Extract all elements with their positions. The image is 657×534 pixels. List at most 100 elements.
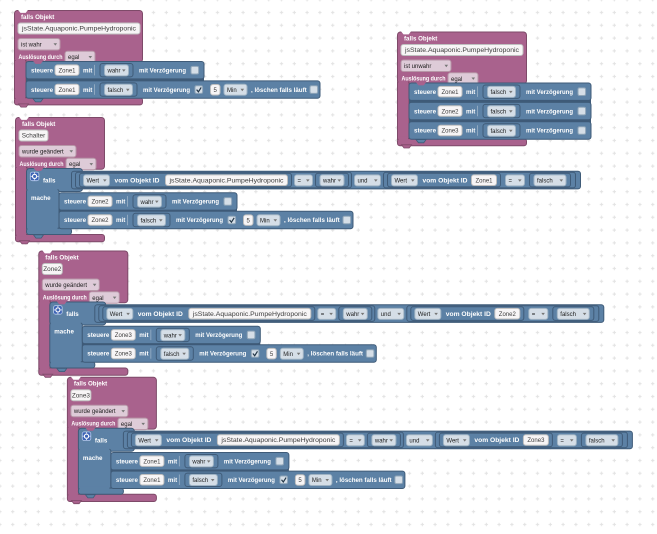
svg-text:jsState.Aquaponic.PumpeHydropo: jsState.Aquaponic.PumpeHydroponic [192, 312, 307, 318]
svg-text:=: = [298, 179, 302, 185]
svg-text:Zone2: Zone2 [499, 312, 517, 318]
svg-text:falsch: falsch [589, 438, 605, 444]
svg-text:Zone1: Zone1 [58, 68, 76, 74]
svg-text:mit: mit [139, 332, 148, 339]
svg-text:Auslösung durch: Auslösung durch [402, 75, 446, 82]
svg-text:Auslösung durch: Auslösung durch [20, 161, 64, 168]
svg-text:steuere: steuere [31, 67, 54, 74]
svg-text:falls Objekt: falls Objekt [22, 121, 55, 128]
svg-text:vom Objekt ID: vom Objekt ID [115, 177, 161, 184]
svg-text:mit: mit [168, 458, 177, 465]
svg-text:Zone1: Zone1 [58, 88, 76, 94]
svg-text:egal: egal [121, 422, 132, 428]
svg-text:mit Verzögerung: mit Verzögerung [526, 128, 573, 135]
svg-text:mit: mit [116, 199, 125, 206]
svg-text:falsch: falsch [141, 218, 157, 224]
svg-text:falsch: falsch [108, 88, 124, 94]
svg-text:5: 5 [270, 352, 274, 358]
svg-text:Zone2: Zone2 [91, 200, 109, 206]
svg-text:Wert: Wert [395, 179, 408, 185]
svg-text:Min: Min [260, 218, 270, 224]
svg-text:ist unwahr: ist unwahr [404, 64, 431, 70]
svg-text:falsch: falsch [164, 352, 180, 358]
svg-text:vom Objekt ID: vom Objekt ID [423, 177, 469, 184]
svg-text:Zone2: Zone2 [441, 109, 459, 115]
svg-text:mache: mache [83, 455, 103, 462]
svg-text:steuere: steuere [414, 89, 437, 96]
svg-text:mit Verzögerung: mit Verzögerung [526, 89, 573, 96]
svg-text:Zone1: Zone1 [143, 459, 161, 465]
svg-text:mit Verzögerung: mit Verzögerung [199, 351, 246, 358]
svg-text:steuere: steuere [116, 458, 139, 465]
svg-text:egal: egal [69, 162, 80, 168]
svg-text:falls Objekt: falls Objekt [21, 14, 54, 21]
svg-text:wahr: wahr [163, 333, 177, 339]
svg-text:mit Verzögerung: mit Verzögerung [143, 87, 190, 94]
svg-text:und: und [409, 438, 419, 444]
svg-text:wahr: wahr [345, 312, 359, 318]
svg-text:Zone3: Zone3 [527, 438, 545, 444]
svg-text:, löschen falls läuft: , löschen falls läuft [307, 351, 363, 358]
svg-text:mit: mit [466, 108, 475, 115]
svg-text:steuere: steuere [64, 199, 87, 206]
svg-text:mit Verzögerung: mit Verzögerung [172, 199, 219, 206]
svg-text:mit: mit [83, 67, 92, 74]
svg-text:Zone1: Zone1 [441, 90, 459, 96]
svg-text:egal: egal [68, 55, 79, 61]
svg-text:wurde geändert: wurde geändert [44, 283, 87, 289]
svg-text:Wert: Wert [418, 312, 431, 318]
svg-text:falsch: falsch [537, 179, 553, 185]
svg-text:mache: mache [31, 195, 51, 202]
svg-text:=: = [321, 312, 325, 318]
svg-text:mit Verzögerung: mit Verzögerung [139, 67, 186, 74]
svg-text:, löschen falls läuft: , löschen falls läuft [251, 87, 307, 94]
svg-text:Zone3: Zone3 [115, 352, 133, 358]
svg-text:Min: Min [227, 88, 237, 94]
svg-text:Zone2: Zone2 [43, 266, 62, 273]
svg-text:jsState.Aquaponic.PumpeHydropo: jsState.Aquaponic.PumpeHydroponic [168, 178, 283, 184]
svg-text:und: und [381, 312, 391, 318]
svg-text:jsState.Aquaponic.PumpeHydropo: jsState.Aquaponic.PumpeHydroponic [220, 438, 335, 444]
svg-text:mit Verzögerung: mit Verzögerung [228, 477, 275, 484]
svg-text:wurde geändert: wurde geändert [73, 409, 116, 415]
svg-text:mit: mit [139, 351, 148, 358]
svg-text:Min: Min [283, 352, 293, 358]
svg-text:mache: mache [54, 329, 74, 336]
svg-text:Zone3: Zone3 [72, 393, 91, 400]
svg-text:mit: mit [116, 217, 125, 224]
svg-text:Auslösung durch: Auslösung durch [43, 294, 87, 301]
svg-text:steuere: steuere [87, 332, 110, 339]
svg-text:egal: egal [92, 296, 103, 302]
svg-text:vom Objekt ID: vom Objekt ID [474, 437, 520, 444]
svg-text:mit Verzögerung: mit Verzögerung [224, 458, 271, 465]
svg-text:5: 5 [214, 88, 218, 94]
svg-text:falsch: falsch [491, 129, 507, 135]
svg-text:Wert: Wert [87, 179, 100, 185]
svg-text:5: 5 [247, 218, 251, 224]
svg-text:Min: Min [312, 478, 322, 484]
svg-text:steuere: steuere [87, 351, 110, 358]
svg-text:steuere: steuere [414, 128, 437, 135]
svg-text:Zone1: Zone1 [475, 178, 493, 184]
svg-text:wahr: wahr [374, 438, 388, 444]
svg-text:falsch: falsch [560, 312, 576, 318]
svg-text:wahr: wahr [140, 200, 154, 206]
svg-text:mit: mit [168, 477, 177, 484]
svg-text:vom Objekt ID: vom Objekt ID [138, 311, 184, 318]
svg-text:mit: mit [466, 89, 475, 96]
svg-text:steuere: steuere [31, 87, 54, 94]
svg-text:mit: mit [466, 128, 475, 135]
svg-text:Zone3: Zone3 [115, 333, 133, 339]
svg-text:falsch: falsch [491, 110, 507, 116]
svg-text:falls: falls [95, 437, 108, 444]
svg-text:falsch: falsch [192, 478, 208, 484]
svg-text:und: und [358, 179, 368, 185]
svg-text:Schalter: Schalter [22, 133, 46, 140]
svg-text:mit Verzögerung: mit Verzögerung [526, 108, 573, 115]
svg-text:wahr: wahr [322, 179, 336, 185]
svg-text:Wert: Wert [110, 312, 123, 318]
svg-text:Auslösung durch: Auslösung durch [19, 54, 63, 61]
svg-text:, löschen falls läuft: , löschen falls läuft [336, 477, 392, 484]
svg-text:falls: falls [66, 311, 79, 318]
svg-text:Wert: Wert [446, 438, 459, 444]
